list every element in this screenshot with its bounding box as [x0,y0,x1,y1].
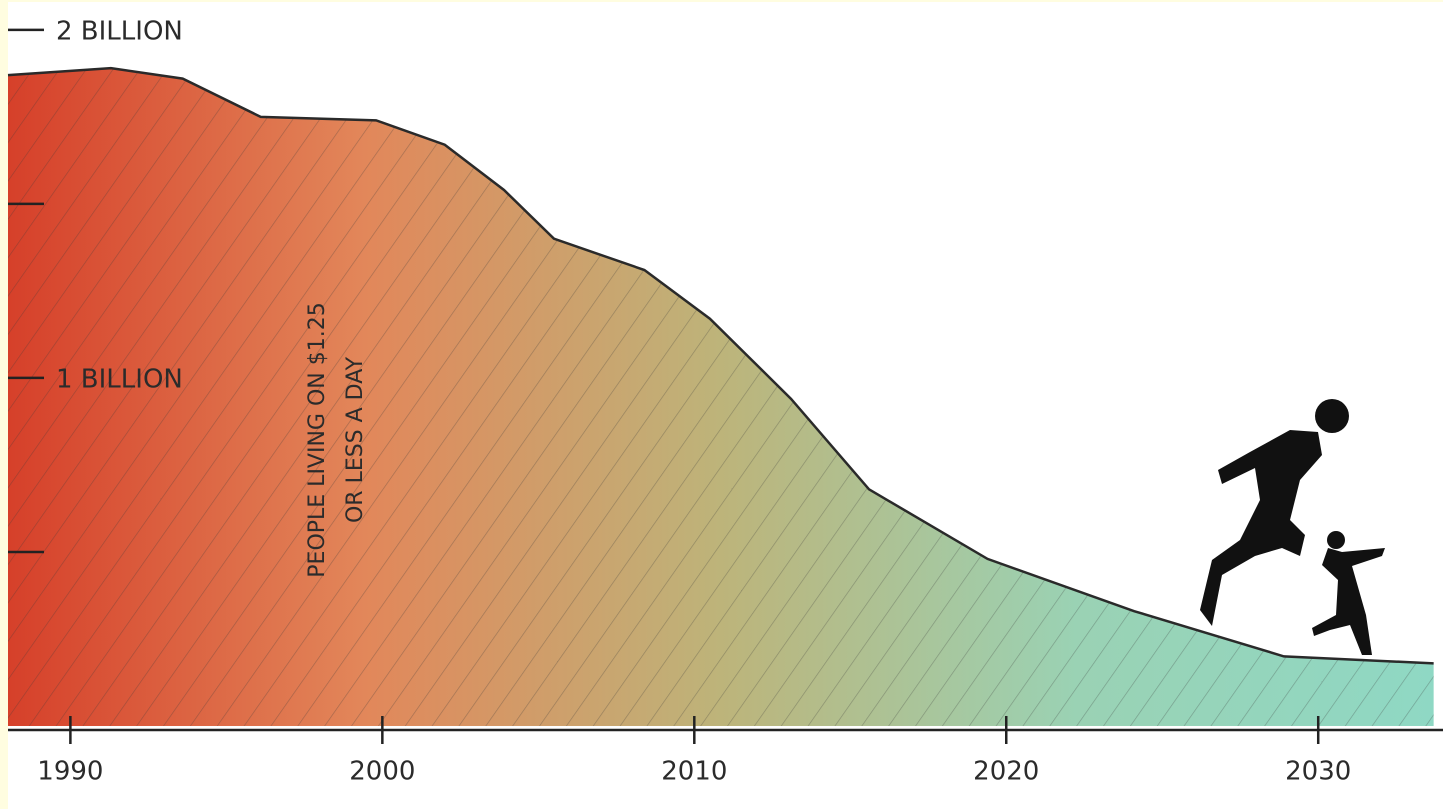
x-tick-label: 2000 [349,757,415,787]
x-tick-label: 2010 [661,757,727,787]
x-tick-label: 1990 [37,757,103,787]
y-tick-label: 1 BILLION [56,364,183,394]
annotation-line: OR LESS A DAY [343,356,368,523]
y-tick-label: 2 BILLION [56,16,183,46]
x-tick-label: 2030 [1285,757,1351,787]
annotation-line: PEOPLE LIVING ON $1.25 [305,302,330,577]
chart: 1990 2000 2010 2020 2030 1 BILLION 2 BILLION P… [0,0,1443,809]
x-tick-label: 2020 [973,757,1039,787]
